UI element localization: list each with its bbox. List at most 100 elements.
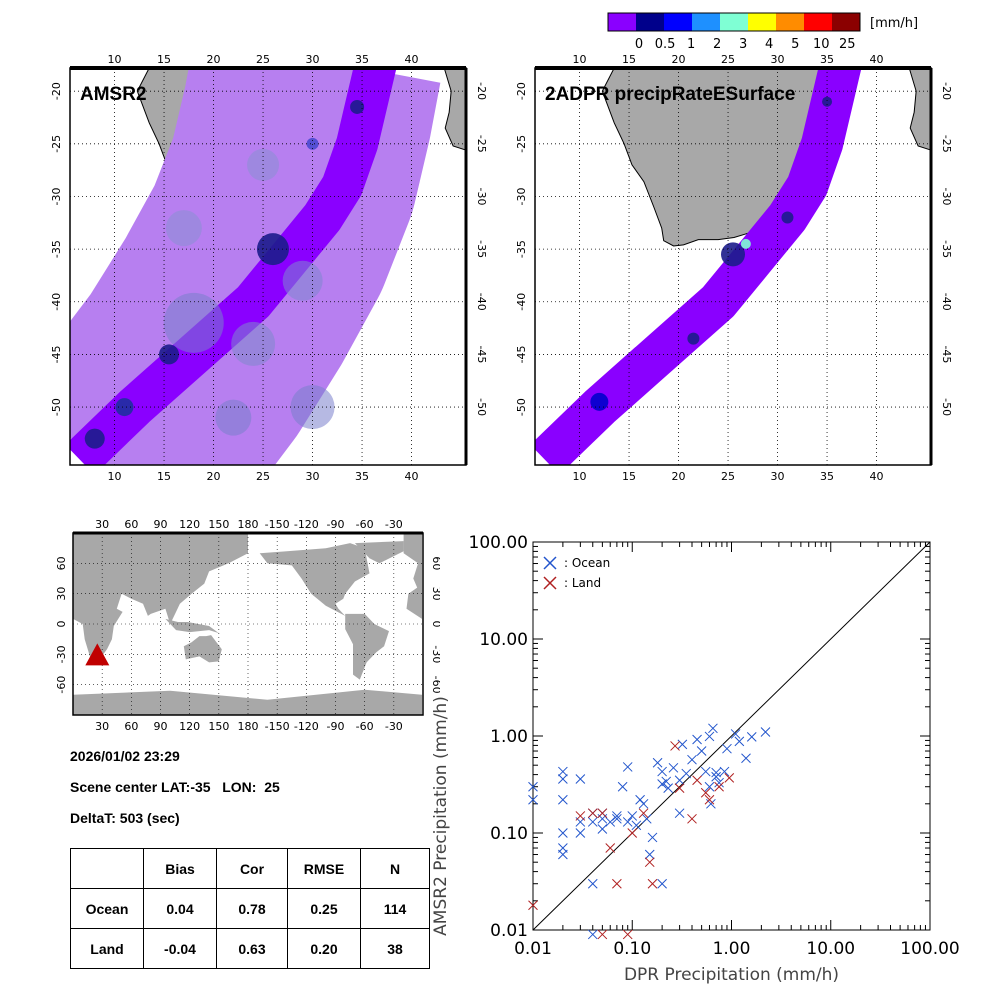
lat-tick-label-right: -30: [940, 187, 953, 205]
ocean-point: [647, 832, 658, 843]
colorbar-swatch: [636, 13, 664, 31]
world-lon-tick-bottom: -120: [294, 720, 319, 733]
rain-patch: [84, 428, 105, 449]
colorbar-swatch: [608, 13, 636, 31]
world-lat-tick-left: -30: [55, 645, 68, 663]
ocean-point: [558, 774, 568, 784]
world-lon-tick-top: 150: [208, 518, 229, 531]
ocean-point: [622, 762, 633, 772]
stats-header-cell: [70, 848, 144, 889]
land-point: [670, 741, 680, 751]
world-lon-tick-top: -60: [356, 518, 374, 531]
lon-tick-label-bottom: 10: [573, 470, 587, 480]
ocean-point: [668, 762, 679, 773]
dpr-map: 10 10 15 15 20 20 25 25 30 30 35 35 40 40 -20 -20 -25 -25…: [515, 53, 953, 480]
world-lat-tick-left: 0: [55, 621, 68, 628]
lat-tick-label-right: -25: [940, 135, 953, 153]
lon-tick-label-top: 15: [157, 53, 171, 66]
land-point: [687, 813, 697, 824]
map-content: [70, 68, 466, 465]
lat-tick-label-right: -30: [475, 187, 488, 205]
scene-center: Scene center LAT:-35 LON: 25: [70, 779, 280, 795]
legend-marker: [543, 556, 557, 570]
world-lat-tick-right: 0: [430, 621, 440, 628]
lon-tick-label-bottom: 25: [721, 470, 735, 480]
colorbar-swatch: [776, 13, 804, 31]
world-lon-tick-top: -90: [327, 518, 345, 531]
world-lon-tick-top: -150: [265, 518, 290, 531]
rain-patch: [822, 96, 833, 107]
light-rain-patch: [231, 321, 276, 366]
lon-tick-label-bottom: 30: [771, 470, 785, 480]
lat-tick-label-left: -30: [515, 187, 528, 205]
lat-tick-label-left: -45: [50, 345, 63, 363]
ocean-point: [741, 753, 751, 764]
y-tick-label: 10.00: [479, 630, 528, 650]
lat-tick-label-left: -20: [50, 82, 63, 100]
lat-tick-label-left: -35: [515, 240, 528, 258]
land-point: [674, 783, 685, 794]
west-europe-africa-land: [403, 533, 422, 619]
light-rain-patch: [215, 399, 252, 436]
stats-header-row: Bias Cor RMSE N: [70, 848, 430, 889]
madagascar-land: [908, 68, 931, 151]
lat-tick-label-right: -50: [475, 398, 488, 416]
rain-patch: [256, 233, 289, 266]
lon-tick-label-top: 10: [573, 53, 587, 66]
greenland-land: [354, 541, 404, 564]
lat-tick-label-right: -35: [475, 240, 488, 258]
lon-tick-label-top: 30: [306, 53, 320, 66]
amsr2-map: 10 10 15 15 20 20 25 25 30 30 35 35 40 40 -20 -20 -25 -25…: [50, 53, 488, 480]
lon-tick-label-top: 20: [207, 53, 221, 66]
stats-table: Bias Cor RMSE N Ocean 0.04 0.78 0.25 114…: [70, 848, 430, 969]
colorbar-tick-label: 3: [739, 37, 747, 52]
stats-header-cell: Cor: [216, 848, 288, 889]
lat-tick-label-left: -20: [515, 82, 528, 100]
madagascar-land: [443, 68, 466, 151]
one-to-one-line: [532, 541, 931, 931]
land-point: [575, 811, 586, 821]
lat-tick-label-right: -20: [475, 82, 488, 100]
ocean-point: [644, 849, 655, 860]
ocean-point: [681, 768, 692, 779]
lon-tick-label-bottom: 20: [207, 470, 221, 480]
colorbar-frame: [607, 12, 861, 32]
delta-t: DeltaT: 503 (sec): [70, 810, 180, 826]
lon-tick-label-bottom: 10: [108, 470, 122, 480]
colorbar-unit-label: [mm/h]: [870, 16, 919, 31]
world-lon-tick-bottom: 60: [124, 720, 138, 733]
x-tick-label: 100.00: [900, 939, 959, 959]
world-lon-tick-bottom: -150: [265, 720, 290, 733]
ocean-point: [575, 774, 586, 784]
light-rain-patch: [165, 210, 202, 247]
lat-tick-label-left: -50: [50, 398, 63, 416]
lon-tick-label-top: 40: [870, 53, 884, 66]
colorbar-swatch: [804, 13, 832, 31]
colorbar-tick-label: 1: [687, 37, 695, 52]
lat-tick-label-right: -35: [940, 240, 953, 258]
y-axis-label: AMSR2 Precipitation (mm/h): [431, 696, 451, 936]
stats-cell: 0.25: [287, 888, 361, 929]
scene-datetime: 2026/01/02 23:29: [70, 748, 180, 764]
ocean-point: [714, 777, 724, 788]
lon-tick-label-bottom: 35: [820, 470, 834, 480]
lat-tick-label-left: -45: [515, 345, 528, 363]
lon-tick-label-top: 40: [405, 53, 419, 66]
land-point: [714, 781, 724, 792]
world-lat-tick-right: 30: [430, 587, 440, 601]
world-lon-tick-bottom: 90: [154, 720, 168, 733]
x-axis-label: DPR Precipitation (mm/h): [624, 965, 839, 985]
ocean-point: [575, 828, 586, 838]
world-lat-tick-right: -30: [430, 645, 440, 663]
ocean-point: [663, 783, 674, 794]
indonesia-land: [165, 618, 219, 634]
lat-tick-label-left: -40: [515, 293, 528, 311]
ocean-point: [558, 828, 568, 838]
world-lon-tick-bottom: -90: [327, 720, 345, 733]
y-tick-label: 0.01: [490, 921, 528, 941]
stats-header-cell: Bias: [143, 848, 217, 889]
rain-patch: [781, 211, 794, 224]
y-tick-label: 100.00: [469, 533, 528, 553]
lat-tick-label-right: -45: [940, 345, 953, 363]
lon-tick-label-bottom: 40: [405, 470, 419, 480]
